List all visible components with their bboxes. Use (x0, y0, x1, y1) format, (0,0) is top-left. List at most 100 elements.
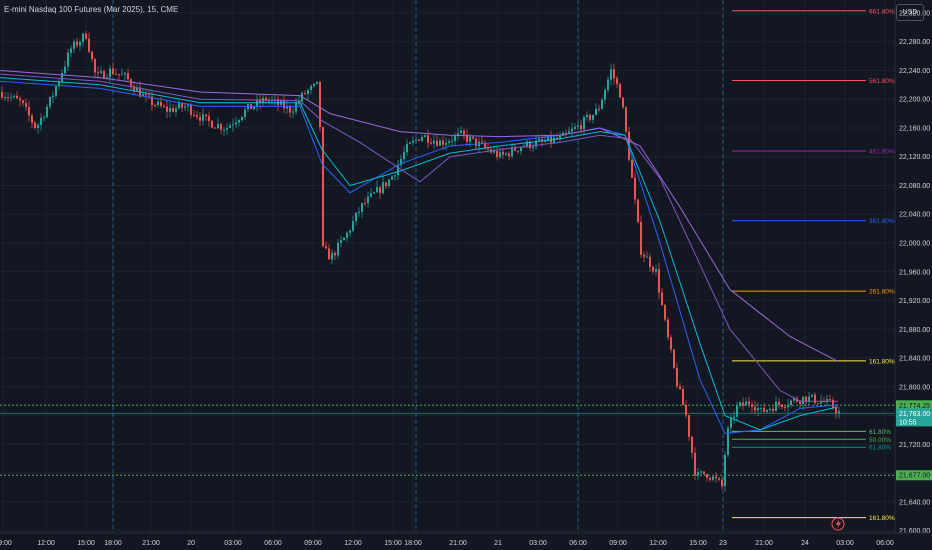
candle-body (829, 399, 831, 401)
price-tick-label: 22,080.00 (899, 183, 930, 190)
price-tick-label: 21,800.00 (899, 384, 930, 391)
candle-body (292, 111, 294, 113)
candle-body (283, 100, 285, 109)
fib-level-label: 561.80% (869, 78, 895, 85)
candle-body (655, 269, 657, 272)
candle-body (373, 192, 375, 194)
candle-body (337, 242, 339, 256)
price-tick-label: 22,280.00 (899, 39, 930, 46)
candle-body (520, 147, 522, 152)
candle-body (61, 73, 63, 82)
candle-body (259, 99, 261, 104)
candle-body (505, 153, 507, 155)
candle-body (145, 94, 147, 96)
candle-body (172, 107, 174, 112)
candle-body (232, 124, 234, 126)
candle-body (46, 106, 48, 118)
candle-body (706, 474, 708, 478)
candle-body (769, 408, 771, 410)
candle-body (340, 240, 342, 243)
currency-button[interactable]: USD (896, 4, 924, 21)
candle-body (241, 116, 243, 121)
candle-body (499, 151, 501, 158)
candle-body (745, 401, 747, 406)
candle-body (7, 97, 9, 99)
time-tick-label: 09:00 (0, 540, 12, 547)
candle-body (298, 100, 300, 103)
candle-body (304, 93, 306, 95)
candle-body (448, 141, 450, 144)
candle-body (388, 179, 390, 187)
candle-body (640, 221, 642, 255)
candle-body (571, 128, 573, 132)
candle-body (673, 349, 675, 368)
candle-body (208, 116, 210, 121)
candle-body (688, 415, 690, 437)
candle-body (397, 165, 399, 176)
time-tick-label: 15:00 (384, 540, 402, 547)
candle-body (649, 256, 651, 268)
fib-level-label: 161.80% (869, 515, 895, 522)
candle-body (508, 153, 510, 157)
candle-body (826, 399, 828, 403)
candle-body (454, 135, 456, 141)
price-tag (896, 470, 932, 481)
candle-body (682, 388, 684, 405)
candle-body (610, 69, 612, 80)
moving-average-line (0, 77, 839, 431)
candle-body (634, 177, 636, 200)
candle-body (484, 142, 486, 148)
time-axis (0, 533, 932, 550)
candle-body (721, 479, 723, 486)
candle-body (733, 416, 735, 418)
price-tag-value: 21,763.00 (899, 411, 930, 418)
candle-body (400, 159, 402, 166)
time-tick-label: 18:00 (104, 540, 122, 547)
candle-body (613, 69, 615, 79)
candle-body (487, 147, 489, 150)
candle-body (625, 107, 627, 132)
candle-body (550, 136, 552, 143)
candle-body (367, 196, 369, 204)
candle-body (94, 59, 96, 73)
candle-body (73, 41, 75, 49)
time-tick-label: 21:00 (142, 540, 160, 547)
candle-body (352, 221, 354, 231)
candle-body (76, 41, 78, 46)
candle-body (349, 230, 351, 233)
candle-body (742, 402, 744, 406)
time-tick-label: 03:00 (224, 540, 242, 547)
candle-body (316, 81, 318, 84)
candle-body (355, 212, 357, 222)
candle-body (793, 398, 795, 401)
candle-body (112, 68, 114, 75)
candle-body (412, 140, 414, 143)
candle-body (763, 407, 765, 412)
candle-body (376, 187, 378, 193)
candle-body (91, 51, 93, 60)
lightning-icon[interactable] (831, 517, 845, 531)
candle-body (601, 99, 603, 109)
candle-body (13, 95, 15, 97)
candle-body (493, 150, 495, 153)
candle-body (700, 471, 702, 473)
candle-body (553, 137, 555, 143)
candle-body (16, 95, 18, 99)
time-tick-label: 15:00 (689, 540, 707, 547)
candle-body (163, 106, 165, 108)
candle-body (595, 108, 597, 115)
candle-body (406, 143, 408, 153)
time-tick-label: 21:00 (449, 540, 467, 547)
candle-body (31, 115, 33, 123)
candle-body (694, 452, 696, 476)
candle-body (832, 400, 834, 408)
candle-body (49, 97, 51, 107)
candle-body (79, 41, 81, 46)
candle-body (40, 117, 42, 125)
candle-body (577, 125, 579, 127)
candle-body (358, 211, 360, 213)
candle-body (88, 38, 90, 52)
candle-body (223, 129, 225, 131)
candle-body (802, 396, 804, 404)
